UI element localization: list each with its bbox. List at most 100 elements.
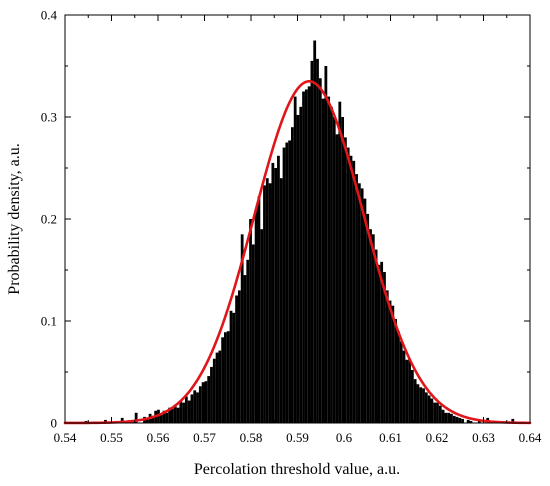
histogram-bar xyxy=(257,196,261,423)
histogram-bar xyxy=(134,412,138,423)
histogram-bar xyxy=(237,290,241,423)
histogram-bar xyxy=(204,381,208,423)
histogram-bar xyxy=(385,290,389,423)
x-tick-label: 0.63 xyxy=(472,430,495,445)
histogram-bar xyxy=(405,359,409,423)
histogram-bar xyxy=(207,376,211,423)
histogram-bar xyxy=(330,106,333,424)
histogram-bar xyxy=(363,198,367,423)
histogram-bar xyxy=(352,160,356,424)
histogram-bar xyxy=(455,416,459,423)
histogram-bar xyxy=(212,358,216,423)
histogram-bar xyxy=(187,400,191,423)
axis-ticks: 0.54 0.55 0.56 0.57 0.58 0.59 0.6 0.61 0.62 0.63 0… xyxy=(41,8,542,446)
histogram-bar xyxy=(360,188,364,423)
x-tick-label: 0.59 xyxy=(286,430,309,445)
x-tick-label: 0.61 xyxy=(379,430,402,445)
histogram-bar xyxy=(159,414,163,423)
histogram-bar xyxy=(338,101,342,423)
histogram-bar xyxy=(254,208,258,423)
x-tick-label: 0.54 xyxy=(54,430,77,445)
histogram-bar xyxy=(171,408,174,423)
histogram-bar xyxy=(419,387,423,423)
histogram-bar xyxy=(357,183,361,423)
histogram-bar xyxy=(182,402,185,423)
y-tick-label: 0.3 xyxy=(41,110,57,125)
histogram-bar xyxy=(224,332,227,423)
histogram-bar xyxy=(229,310,233,423)
histogram-bar xyxy=(282,147,286,423)
gaussian-fit-curve xyxy=(63,80,532,425)
x-tick-label: 0.57 xyxy=(193,430,216,445)
histogram-bar xyxy=(377,264,381,423)
histogram-bar xyxy=(388,300,392,423)
y-tick-label: 0.4 xyxy=(41,8,58,23)
histogram-bar xyxy=(165,412,169,423)
histogram-bar xyxy=(240,234,244,423)
y-tick-label: 0 xyxy=(51,416,58,431)
histogram-bar xyxy=(285,142,289,423)
histogram-bar xyxy=(296,114,300,424)
histogram-bar xyxy=(327,96,331,423)
histogram-bar xyxy=(410,369,414,423)
histogram-bar xyxy=(380,261,384,423)
histogram-bar xyxy=(263,185,266,423)
histogram-bar xyxy=(433,402,437,423)
x-tick-label: 0.62 xyxy=(426,430,449,445)
histogram-bar xyxy=(302,91,305,423)
histogram-bar xyxy=(184,396,188,423)
histogram-bar xyxy=(355,174,358,423)
histogram-bar xyxy=(218,350,222,423)
histogram-bar xyxy=(145,418,149,423)
histogram-bar xyxy=(321,98,325,423)
histogram-bar xyxy=(511,418,515,423)
histogram-bar xyxy=(424,392,428,423)
histogram-bar xyxy=(201,382,205,423)
histogram-bar xyxy=(452,415,456,423)
histogram-bar xyxy=(293,96,297,423)
histogram-bar xyxy=(391,305,395,423)
histogram-bar xyxy=(397,331,400,423)
histogram-bar xyxy=(394,318,398,423)
histogram-bar xyxy=(193,390,197,423)
histogram-bar xyxy=(402,350,406,423)
histogram-bar xyxy=(461,418,464,423)
x-tick-label: 0.55 xyxy=(100,430,123,445)
histogram-bar xyxy=(198,386,202,423)
x-tick-label: 0.56 xyxy=(147,430,170,445)
histogram-bar xyxy=(369,229,372,423)
histogram-bar xyxy=(268,183,272,423)
histogram-bar xyxy=(251,244,255,423)
histogram-bar xyxy=(179,400,183,423)
histogram-bar xyxy=(450,413,453,423)
histogram-bar xyxy=(176,407,180,423)
histogram-bar xyxy=(444,412,448,423)
histogram-bar xyxy=(162,410,166,423)
histogram-bar xyxy=(413,379,417,423)
histogram-bar xyxy=(383,272,386,423)
histogram-bar xyxy=(332,117,336,423)
histogram-bar xyxy=(215,352,219,423)
histogram-bar xyxy=(173,404,177,423)
histogram-bar xyxy=(408,358,411,423)
histogram-bar xyxy=(430,398,434,423)
histogram-bar xyxy=(346,147,350,423)
histogram-bar xyxy=(290,127,294,423)
histogram-bar xyxy=(422,388,425,423)
histogram-bar xyxy=(246,259,250,423)
histogram-bar xyxy=(399,341,403,423)
histogram-bar xyxy=(210,366,213,423)
histogram-bar xyxy=(324,66,328,423)
x-axis-title: Percolation threshold value, a.u. xyxy=(194,461,400,478)
histogram-bar xyxy=(416,384,420,423)
histogram-bar xyxy=(349,155,353,423)
y-tick-label: 0.2 xyxy=(41,212,57,227)
histogram-bar xyxy=(469,420,473,423)
histogram-bar xyxy=(335,134,339,423)
histogram-bar xyxy=(310,60,314,424)
histogram-bar xyxy=(279,178,283,423)
histogram-bar xyxy=(221,337,225,423)
histogram-bar xyxy=(374,249,378,423)
histogram-bar xyxy=(196,392,199,423)
histogram-bar xyxy=(466,419,470,423)
